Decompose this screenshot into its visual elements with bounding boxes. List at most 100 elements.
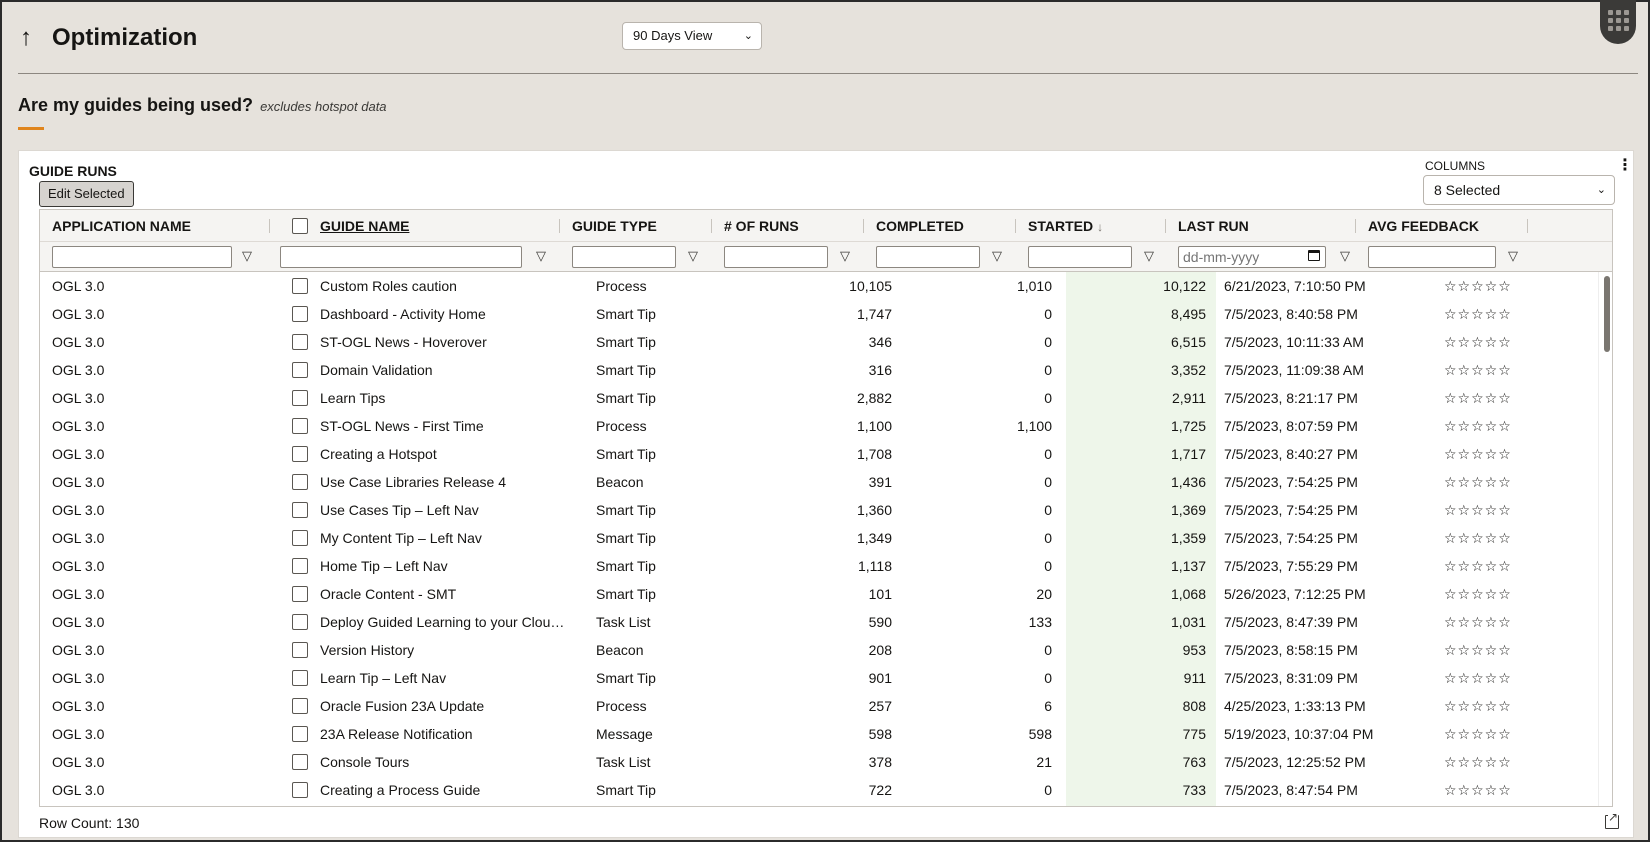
filter-icon[interactable]: ▽ bbox=[1340, 248, 1350, 263]
table-row[interactable]: OGL 3.0 Deploy Guided Learning to your Cl… bbox=[40, 608, 1598, 636]
cell-avg-feedback-stars: ☆☆☆☆☆ bbox=[1444, 390, 1512, 406]
row-checkbox[interactable] bbox=[292, 362, 308, 378]
row-checkbox[interactable] bbox=[292, 586, 308, 602]
vertical-scrollbar[interactable] bbox=[1598, 272, 1612, 806]
sort-descending-icon[interactable]: ↓ bbox=[1097, 220, 1104, 234]
filter-icon[interactable]: ▽ bbox=[536, 248, 546, 263]
app-launcher-button[interactable] bbox=[1600, 0, 1636, 44]
filter-icon[interactable]: ▽ bbox=[1508, 248, 1518, 263]
row-checkbox[interactable] bbox=[292, 642, 308, 658]
table-row[interactable]: OGL 3.0 Oracle Fusion 23A Update Process 25… bbox=[40, 692, 1598, 720]
filter-completed-input[interactable] bbox=[876, 246, 980, 268]
filter-icon[interactable]: ▽ bbox=[242, 248, 252, 263]
cell-guide-name: Home Tip – Left Nav bbox=[320, 558, 448, 574]
row-checkbox[interactable] bbox=[292, 502, 308, 518]
cell-avg-feedback-stars: ☆☆☆☆☆ bbox=[1444, 334, 1512, 350]
row-checkbox[interactable] bbox=[292, 670, 308, 686]
table-row[interactable]: OGL 3.0 Learn Tip – Left Nav Smart Tip 901 0… bbox=[40, 664, 1598, 692]
row-checkbox[interactable] bbox=[292, 334, 308, 350]
row-checkbox[interactable] bbox=[292, 614, 308, 630]
cell-num-runs: 1,118 bbox=[858, 558, 892, 574]
row-checkbox[interactable] bbox=[292, 278, 308, 294]
cell-last-run: 7/5/2023, 10:11:33 AM bbox=[1224, 334, 1364, 350]
row-checkbox[interactable] bbox=[292, 390, 308, 406]
filter-icon[interactable]: ▽ bbox=[992, 248, 1002, 263]
cell-last-run: 6/21/2023, 7:10:50 PM bbox=[1224, 278, 1366, 294]
columns-label: COLUMNS bbox=[1425, 159, 1486, 173]
table-row[interactable]: OGL 3.0 Home Tip – Left Nav Smart Tip 1,118… bbox=[40, 552, 1598, 580]
cell-completed: 0 bbox=[1044, 334, 1052, 350]
table-row[interactable]: OGL 3.0 Oracle Content - SMT Smart Tip 101 2… bbox=[40, 580, 1598, 608]
started-column-highlight bbox=[1066, 272, 1216, 806]
row-checkbox[interactable] bbox=[292, 558, 308, 574]
filter-num-runs-input[interactable] bbox=[724, 246, 828, 268]
filter-avg-feedback-input[interactable] bbox=[1368, 246, 1496, 268]
table-row[interactable]: OGL 3.0 ST-OGL News - Hoverover Smart Tip 3… bbox=[40, 328, 1598, 356]
table-row[interactable]: OGL 3.0 Custom Roles caution Process 10,105… bbox=[40, 272, 1598, 300]
open-in-new-icon[interactable] bbox=[1605, 811, 1619, 829]
header-completed[interactable]: COMPLETED bbox=[864, 210, 1016, 242]
cell-completed: 0 bbox=[1044, 306, 1052, 322]
row-checkbox[interactable] bbox=[292, 782, 308, 798]
header-num-runs[interactable]: # OF RUNS bbox=[712, 210, 864, 242]
row-checkbox[interactable] bbox=[292, 726, 308, 742]
cell-num-runs: 1,360 bbox=[856, 502, 892, 518]
cell-application-name: OGL 3.0 bbox=[52, 306, 105, 322]
cell-guide-type: Smart Tip bbox=[596, 558, 656, 574]
cell-started: 1,137 bbox=[1170, 558, 1206, 574]
filter-last-run-date-input[interactable] bbox=[1178, 246, 1326, 268]
view-period-select[interactable]: 90 Days View ⌄ bbox=[622, 22, 762, 50]
table-row[interactable]: OGL 3.0 Version History Beacon 208 0 953 7/5/2… bbox=[40, 636, 1598, 664]
row-checkbox[interactable] bbox=[292, 530, 308, 546]
table-row[interactable]: OGL 3.0 ST-OGL News - First Time Process 1,… bbox=[40, 412, 1598, 440]
edit-selected-button[interactable]: Edit Selected bbox=[39, 181, 134, 207]
filter-icon[interactable]: ▽ bbox=[1144, 248, 1154, 263]
filter-icon[interactable]: ▽ bbox=[840, 248, 850, 263]
filter-guide-type-input[interactable] bbox=[572, 246, 676, 268]
cell-guide-name: Domain Validation bbox=[320, 362, 433, 378]
table-row[interactable]: OGL 3.0 My Content Tip – Left Nav Smart Ti… bbox=[40, 524, 1598, 552]
cell-num-runs: 257 bbox=[868, 698, 892, 714]
row-checkbox[interactable] bbox=[292, 418, 308, 434]
table-row[interactable]: OGL 3.0 Creating a Hotspot Smart Tip 1,708 0… bbox=[40, 440, 1598, 468]
select-all-checkbox[interactable] bbox=[292, 218, 308, 234]
header-guide-type[interactable]: GUIDE TYPE bbox=[560, 210, 712, 242]
row-checkbox[interactable] bbox=[292, 474, 308, 490]
header-avg-feedback[interactable]: AVG FEEDBACK bbox=[1356, 210, 1528, 242]
table-row[interactable]: OGL 3.0 Use Case Libraries Release 4 Beaco… bbox=[40, 468, 1598, 496]
cell-avg-feedback-stars: ☆☆☆☆☆ bbox=[1444, 586, 1512, 602]
row-checkbox[interactable] bbox=[292, 306, 308, 322]
row-checkbox[interactable] bbox=[292, 446, 308, 462]
header-guide-name[interactable]: GUIDE NAME bbox=[292, 210, 560, 242]
table-row[interactable]: OGL 3.0 Domain Validation Smart Tip 316 0 3,3… bbox=[40, 356, 1598, 384]
up-arrow-icon[interactable]: ↑ bbox=[20, 24, 32, 51]
header-last-run[interactable]: LAST RUN bbox=[1166, 210, 1356, 242]
filter-guide-name-input[interactable] bbox=[280, 246, 522, 268]
filter-icon[interactable]: ▽ bbox=[688, 248, 698, 263]
table-row[interactable]: OGL 3.0 23A Release Notification Message 59… bbox=[40, 720, 1598, 748]
table-row[interactable]: OGL 3.0 Dashboard - Activity Home Smart Ti… bbox=[40, 300, 1598, 328]
table-row[interactable]: OGL 3.0 Use Cases Tip – Left Nav Smart Tip… bbox=[40, 496, 1598, 524]
cell-completed: 598 bbox=[1028, 726, 1052, 742]
cell-started: 1,369 bbox=[1170, 502, 1206, 518]
row-checkbox[interactable] bbox=[292, 698, 308, 714]
table-row[interactable]: OGL 3.0 Learn Tips Smart Tip 2,882 0 2,911 7/5… bbox=[40, 384, 1598, 412]
filter-application-name-input[interactable] bbox=[52, 246, 232, 268]
calendar-icon[interactable] bbox=[1308, 250, 1320, 261]
cell-guide-name: Deploy Guided Learning to your Clou… bbox=[320, 614, 565, 630]
scrollbar-thumb[interactable] bbox=[1604, 276, 1610, 352]
panel-title: GUIDE RUNS bbox=[29, 163, 117, 179]
table-row[interactable]: OGL 3.0 Console Tours Task List 378 21 763 7/5… bbox=[40, 748, 1598, 776]
header-started[interactable]: STARTED ↓ bbox=[1016, 210, 1166, 242]
row-checkbox[interactable] bbox=[292, 754, 308, 770]
table-row[interactable]: OGL 3.0 Creating a Process Guide Smart Tip… bbox=[40, 776, 1598, 804]
cell-application-name: OGL 3.0 bbox=[52, 530, 105, 546]
columns-select[interactable]: 8 Selected ⌄ bbox=[1423, 175, 1615, 205]
cell-completed: 0 bbox=[1044, 530, 1052, 546]
more-options-icon[interactable]: ⋮ bbox=[1617, 157, 1633, 174]
cell-application-name: OGL 3.0 bbox=[52, 278, 105, 294]
filter-started-input[interactable] bbox=[1028, 246, 1132, 268]
cell-started: 3,352 bbox=[1170, 362, 1206, 378]
header-application-name[interactable]: APPLICATION NAME bbox=[40, 210, 270, 242]
cell-last-run: 7/5/2023, 7:54:25 PM bbox=[1224, 530, 1358, 546]
